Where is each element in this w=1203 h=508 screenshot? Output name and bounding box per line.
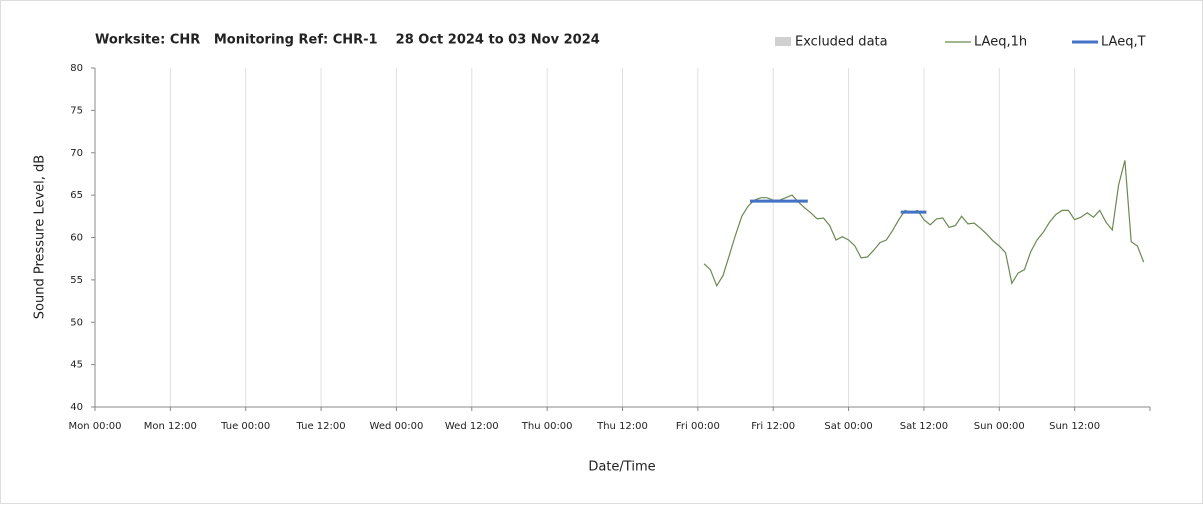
x-tick-label: Sun 12:00 <box>1049 421 1100 432</box>
y-tick-label: 65 <box>70 190 83 201</box>
legend-label: LAeq,1h <box>974 35 1027 50</box>
x-tick-label: Thu 00:00 <box>521 421 573 432</box>
legend-swatch <box>775 37 791 46</box>
x-tick-label: Fri 00:00 <box>676 421 720 432</box>
x-tick-label: Sun 00:00 <box>974 421 1025 432</box>
x-tick-label: Fri 12:00 <box>751 421 795 432</box>
x-tick-label: Mon 12:00 <box>144 421 197 432</box>
x-tick-label: Wed 12:00 <box>445 421 499 432</box>
y-tick-label: 50 <box>70 317 83 328</box>
y-tick-label: 75 <box>70 105 83 116</box>
y-tick-label: 60 <box>70 233 83 244</box>
y-tick-label: 70 <box>70 148 83 159</box>
y-tick-label: 40 <box>70 402 83 413</box>
legend-label: Excluded data <box>795 35 888 50</box>
chart-title: Worksite: CHR Monitoring Ref: CHR-1 28 O… <box>95 33 600 48</box>
y-tick-label: 80 <box>70 63 83 74</box>
x-tick-label: Thu 12:00 <box>596 421 648 432</box>
y-tick-label: 45 <box>70 360 83 371</box>
x-tick-label: Sat 12:00 <box>900 421 948 432</box>
x-tick-label: Mon 00:00 <box>68 421 121 432</box>
x-tick-label: Tue 12:00 <box>296 421 346 432</box>
data-line <box>750 199 927 214</box>
y-axis-label: Sound Pressure Level, dB <box>33 155 48 319</box>
x-tick-label: Sat 00:00 <box>824 421 872 432</box>
legend-label: LAeq,T <box>1101 35 1146 50</box>
x-axis-label: Date/Time <box>588 460 655 475</box>
x-tick-label: Tue 00:00 <box>220 421 270 432</box>
x-tick-label: Wed 00:00 <box>370 421 424 432</box>
y-tick-label: 55 <box>70 275 83 286</box>
